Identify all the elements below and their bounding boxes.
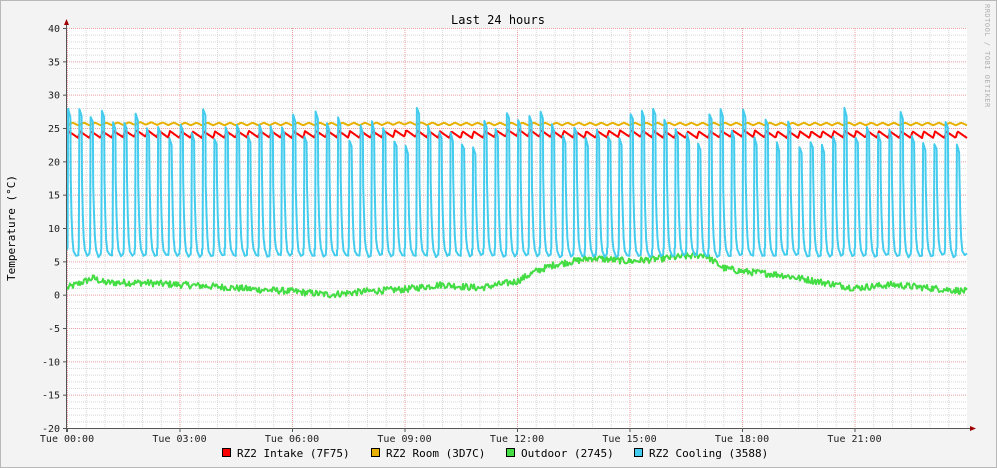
chart-title: Last 24 hours bbox=[451, 13, 545, 27]
y-tick-label: -5 bbox=[48, 324, 60, 335]
legend: RZ2 Intake (7F75) RZ2 Room (3D7C) Outdoor … bbox=[222, 447, 768, 460]
x-tick-labels: Tue 00:00 Tue 03:00 Tue 06:00 Tue 09:00 Tue … bbox=[40, 434, 882, 445]
x-tick-label: Tue 12:00 bbox=[490, 434, 544, 445]
y-axis-label: Temperature (°C) bbox=[5, 175, 18, 281]
x-axis-arrow bbox=[970, 426, 976, 431]
axes bbox=[63, 19, 976, 432]
series-line-cooling bbox=[66, 106, 968, 259]
x-tick-label: Tue 03:00 bbox=[152, 434, 206, 445]
series-layer bbox=[66, 106, 968, 299]
series-line-intake bbox=[66, 128, 968, 139]
y-tick-label: 35 bbox=[48, 57, 60, 68]
legend-label: RZ2 Intake (7F75) bbox=[237, 447, 350, 460]
legend-swatch bbox=[371, 448, 380, 457]
y-tick-label: 30 bbox=[48, 91, 60, 102]
x-tick-label: Tue 09:00 bbox=[377, 434, 431, 445]
y-tick-label: 20 bbox=[48, 157, 60, 168]
legend-label: Outdoor (2745) bbox=[521, 447, 614, 460]
y-tick-labels: -20 -15 -10 -5 0 5 10 15 20 25 30 35 40 bbox=[42, 24, 60, 435]
x-tick-label: Tue 15:00 bbox=[602, 434, 656, 445]
y-tick-label: 5 bbox=[54, 257, 60, 268]
y-tick-label: 15 bbox=[48, 191, 60, 202]
y-tick-label: -20 bbox=[42, 424, 60, 435]
x-tick-label: Tue 21:00 bbox=[827, 434, 881, 445]
x-tick-label: Tue 06:00 bbox=[265, 434, 319, 445]
legend-swatch bbox=[634, 448, 643, 457]
legend-label: RZ2 Cooling (3588) bbox=[649, 447, 768, 460]
series-line-outdoor bbox=[66, 251, 968, 299]
series-line-room bbox=[66, 121, 968, 127]
y-tick-label: -10 bbox=[42, 357, 60, 368]
y-tick-label: 40 bbox=[48, 24, 60, 35]
x-tick-label: Tue 00:00 bbox=[40, 434, 94, 445]
legend-label: RZ2 Room (3D7C) bbox=[386, 447, 485, 460]
legend-swatch bbox=[222, 448, 231, 457]
y-axis-arrow bbox=[64, 19, 69, 25]
y-tick-label: 25 bbox=[48, 124, 60, 135]
y-tick-label: 0 bbox=[54, 291, 60, 302]
y-tick-label: -15 bbox=[42, 391, 60, 402]
y-tick-label: 10 bbox=[48, 224, 60, 235]
watermark: RRDTOOL / TOBI OETIKER bbox=[983, 4, 991, 108]
x-tick-label: Tue 18:00 bbox=[715, 434, 769, 445]
legend-swatch bbox=[506, 448, 515, 457]
